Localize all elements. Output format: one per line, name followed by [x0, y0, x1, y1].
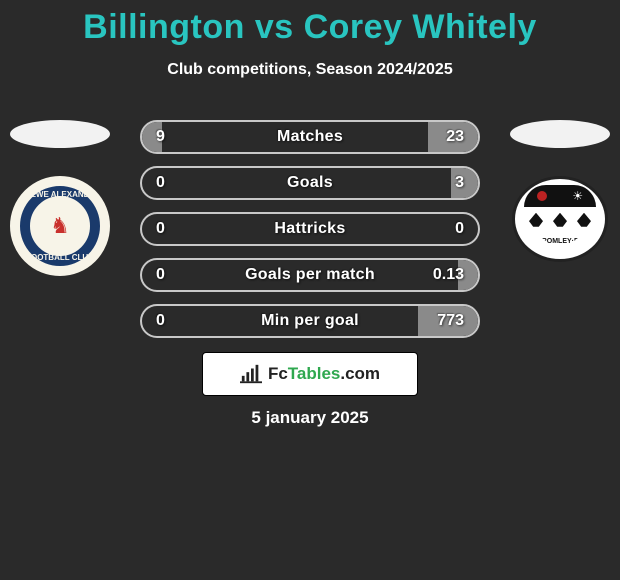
raven-icon	[529, 213, 543, 227]
stat-row: 0 Goals per match 0.13	[140, 258, 480, 292]
right-player-avatar-placeholder	[510, 120, 610, 148]
stat-label: Matches	[277, 128, 343, 146]
stat-value-left: 0	[156, 174, 165, 192]
right-player-column: ☀ BROMLEY·FC	[500, 120, 620, 262]
brand-text: FcTables.com	[268, 364, 380, 384]
stat-value-right: 3	[455, 174, 464, 192]
stats-rows: 9 Matches 23 0 Goals 3 0 Hattricks 0 0 Goals per m…	[140, 120, 480, 350]
stat-label: Goals per match	[245, 266, 375, 284]
stat-label: Goals	[287, 174, 333, 192]
stat-row: 9 Matches 23	[140, 120, 480, 154]
bromley-text: BROMLEY·FC	[533, 230, 587, 253]
stat-value-right: 773	[437, 312, 464, 330]
right-club-badge: ☀ BROMLEY·FC	[512, 176, 608, 262]
subtitle: Club competitions, Season 2024/2025	[0, 61, 620, 79]
left-club-badge: CREWE ALEXANDRA FOOTBALL CLUB ♞	[10, 176, 110, 276]
stat-value-right: 0	[455, 220, 464, 238]
stat-label: Hattricks	[274, 220, 345, 238]
date-text: 5 january 2025	[0, 408, 620, 428]
raven-icon	[553, 213, 567, 227]
stat-value-left: 0	[156, 220, 165, 238]
bar-chart-icon	[240, 364, 262, 384]
page-title: Billington vs Corey Whitely	[0, 0, 620, 47]
brand-box: FcTables.com	[202, 352, 418, 396]
stat-row: 0 Goals 3	[140, 166, 480, 200]
stat-row: 0 Hattricks 0	[140, 212, 480, 246]
left-player-avatar-placeholder	[10, 120, 110, 148]
raven-icon	[577, 213, 591, 227]
stat-value-right: 23	[446, 128, 464, 146]
lion-icon: ♞	[36, 202, 84, 250]
stat-label: Min per goal	[261, 312, 359, 330]
sun-icon: ☀	[572, 189, 583, 203]
left-player-column: CREWE ALEXANDRA FOOTBALL CLUB ♞	[0, 120, 120, 276]
stat-value-right: 0.13	[433, 266, 464, 284]
stat-row: 0 Min per goal 773	[140, 304, 480, 338]
stat-value-left: 0	[156, 312, 165, 330]
stat-value-left: 9	[156, 128, 165, 146]
stat-value-left: 0	[156, 266, 165, 284]
